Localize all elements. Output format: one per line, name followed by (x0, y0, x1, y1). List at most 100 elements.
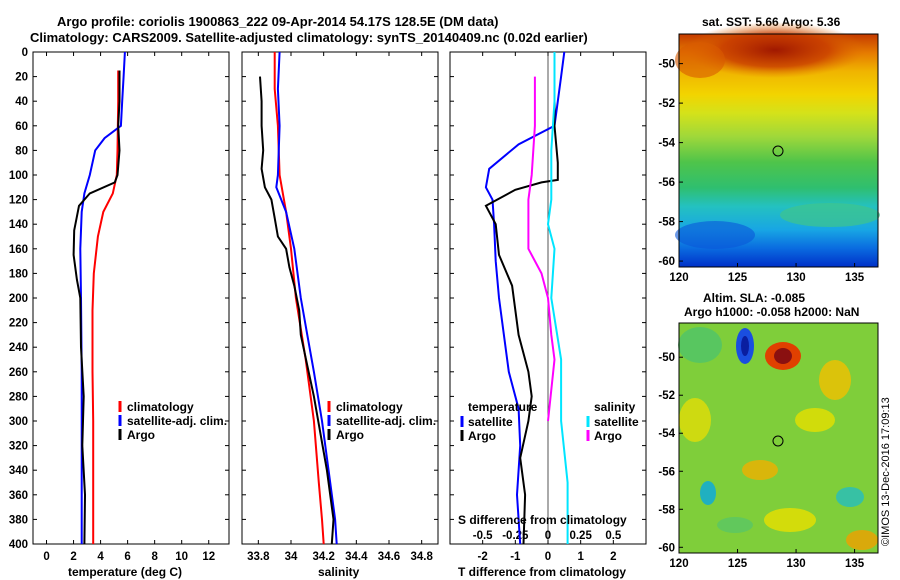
s-tick-label: 0.25 (569, 530, 592, 542)
series-line-climatology (273, 52, 325, 545)
sla-low-patch (700, 481, 716, 505)
x-tick-label: 0 (43, 551, 49, 563)
depth-axis: 0 20 40 60 80 100 120 140 160 180 200 220 240 260 280 3… (9, 47, 646, 551)
difference-xlabel: T difference from climatology (458, 565, 626, 579)
depth-tick-label: 40 (15, 96, 28, 108)
depth-tick-label: 380 (9, 514, 28, 526)
legend-argo: Argo (127, 428, 155, 442)
salinity-panel (241, 51, 439, 545)
depth-tick-label: 220 (9, 318, 28, 330)
sla-low-patch (836, 487, 864, 507)
legend-t-satellite: satellite (468, 415, 513, 429)
depth-tick-label: 360 (9, 490, 28, 502)
s-tick-label: 0 (545, 530, 551, 542)
legend-climatology: climatology (336, 400, 403, 414)
depth-tick-label: 340 (9, 465, 28, 477)
depth-tick-label: 320 (9, 441, 28, 453)
sst-green-patch (780, 203, 880, 227)
title-line-2: Climatology: CARS2009. Satellite-adjuste… (30, 30, 588, 45)
depth-tick-label: 260 (9, 367, 28, 379)
watermark: ©IMOS 13-Dec-2016 17:09:13 (880, 397, 892, 546)
legend-temperature-title: temperature (468, 400, 538, 414)
sla-patch (764, 508, 816, 532)
temperature-xlabel: temperature (deg C) (68, 565, 182, 579)
sla-high-core (774, 348, 792, 364)
x-tick-label: 10 (175, 551, 188, 563)
series-line-satellite-adj-clim- (275, 51, 338, 545)
series-line-argo (259, 76, 335, 545)
map-y-tick-label: -50 (658, 352, 675, 364)
x-tick-label: 2 (70, 551, 76, 563)
depth-tick-label: 160 (9, 244, 28, 256)
x-tick-label: 34.4 (345, 551, 368, 563)
salinity-legend: climatology satellite-adj. clim. Argo (327, 400, 436, 442)
depth-tick-label: 400 (9, 539, 28, 551)
depth-tick-label: 0 (22, 47, 28, 59)
x-tick-label: 6 (124, 551, 130, 563)
map-x-tick-label: 120 (669, 558, 688, 570)
sst-warm-patch (685, 22, 865, 78)
depth-tick-label: 180 (9, 268, 28, 280)
argo-location-marker (772, 145, 784, 157)
depth-tick-label: 200 (9, 293, 28, 305)
depth-tick-label: 240 (9, 342, 28, 354)
map-y-tick-label: -54 (658, 428, 675, 440)
legend-s-satellite: satellite (594, 415, 639, 429)
x-tick-label: 1 (577, 551, 584, 563)
s-tick-label: 0.5 (605, 530, 622, 542)
sla-title-line-1: Altim. SLA: -0.085 (703, 291, 805, 305)
argo-location-marker (772, 435, 784, 447)
x-tick-label: 8 (151, 551, 158, 563)
legend-salinity-title: salinity (594, 400, 636, 414)
sla-map (678, 322, 879, 554)
s-difference-label: S difference from climatology (458, 513, 627, 527)
map-y-tick-label: -52 (658, 98, 675, 110)
temperature-panel (32, 51, 230, 545)
sla-patch (819, 360, 851, 400)
legend-argo: Argo (336, 428, 364, 442)
map-x-tick-label: 135 (845, 558, 865, 570)
x-tick-label: 33.8 (247, 551, 270, 563)
map-x-tick-label: 130 (786, 558, 805, 570)
x-tick-label: 34 (285, 551, 298, 563)
x-tick-label: 34.2 (312, 551, 334, 563)
map-y-tick-label: -60 (658, 542, 675, 554)
map-x-tick-label: 135 (845, 272, 865, 284)
x-tick-label: 2 (610, 551, 616, 563)
map-y-tick-label: -58 (658, 217, 675, 229)
title-line-1: Argo profile: coriolis 1900863_222 09-Ap… (57, 14, 498, 29)
depth-tick-label: 60 (15, 121, 28, 133)
map-y-tick-label: -50 (658, 59, 675, 71)
depth-tick-label: 100 (9, 170, 28, 182)
profile-lines (72, 51, 569, 545)
map-y-tick-label: -54 (658, 138, 675, 150)
sla-patch (717, 517, 753, 533)
depth-tick-label: 120 (9, 195, 28, 207)
legend-satellite: satellite-adj. clim. (336, 414, 436, 428)
sla-patch (846, 530, 878, 550)
sst-frame (678, 33, 879, 268)
depth-tick-label: 300 (9, 416, 28, 428)
map-y-tick-label: -52 (658, 390, 675, 402)
sst-axes: 120 125 130 135 -50 -52 -54 -56 -58 -60 (658, 59, 864, 284)
map-y-tick-label: -60 (658, 256, 675, 268)
map-x-tick-label: 120 (669, 272, 688, 284)
series-line-t-satellite (484, 51, 566, 545)
depth-tick-label: 80 (15, 145, 28, 157)
series-line-t-argo (484, 76, 559, 545)
legend-climatology: climatology (127, 400, 194, 414)
map-y-tick-label: -56 (658, 466, 675, 478)
series-line-s-satellite (546, 52, 569, 544)
x-tick-label: 4 (97, 551, 104, 563)
sla-patch (679, 398, 711, 442)
legend-s-argo: Argo (594, 429, 622, 443)
sla-frame (678, 322, 879, 554)
sst-map (675, 22, 880, 268)
x-tick-label: 34.8 (410, 551, 433, 563)
sst-cold-patch (675, 221, 755, 249)
sla-patch (742, 460, 778, 480)
series-line-s-argo (527, 76, 556, 422)
sst-warm-patch (675, 42, 725, 78)
s-tick-label: -0.25 (502, 530, 529, 542)
